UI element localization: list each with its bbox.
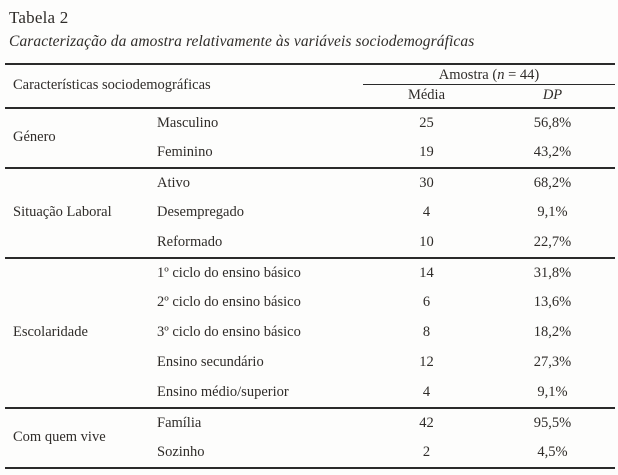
column-header-dp: DP xyxy=(490,84,615,109)
sample-table: Características sociodemográficas Amostr… xyxy=(5,63,615,469)
table-header: Características sociodemográficas Amostr… xyxy=(5,63,615,109)
category-cell: 1º ciclo do ensino básico xyxy=(157,264,301,281)
column-header-media: Média xyxy=(363,84,490,109)
media-cell: 2 xyxy=(422,443,431,460)
media-cell: 25 xyxy=(419,114,434,131)
dp-cell: 68,2% xyxy=(533,174,572,191)
column-header-amostra: Amostra (n = 44) xyxy=(363,63,615,85)
dp-cell: 9,1% xyxy=(537,383,568,400)
media-cell: 19 xyxy=(419,143,434,160)
dp-cell: 95,5% xyxy=(533,414,572,431)
category-cell: Feminino xyxy=(157,143,213,160)
media-cell: 30 xyxy=(419,174,434,191)
media-cell: 42 xyxy=(419,414,434,431)
dp-cell: 27,3% xyxy=(533,354,572,370)
header-row-top: Características sociodemográficas Amostr… xyxy=(5,63,615,109)
category-cell: Reformado xyxy=(157,233,223,250)
table-row: 2º ciclo do ensino básico 6 13,6% xyxy=(5,288,615,318)
group-label: Escolaridade xyxy=(13,324,88,340)
media-cell: 6 xyxy=(422,294,431,310)
media-cell: 8 xyxy=(422,324,431,340)
category-cell: Ativo xyxy=(157,174,191,191)
table-row: Feminino 19 43,2% xyxy=(5,138,615,168)
table-caption: Caracterização da amostra relativamente … xyxy=(9,33,475,50)
dp-cell: 18,2% xyxy=(533,324,572,340)
table-row: Ensino secundário 12 27,3% xyxy=(5,348,615,378)
category-cell: 2º ciclo do ensino básico xyxy=(157,294,301,310)
table-group: Escolaridade 1º ciclo do ensino básico 14 3… xyxy=(5,258,615,408)
category-cell: 3º ciclo do ensino básico xyxy=(157,324,301,340)
dp-cell: 22,7% xyxy=(533,233,572,250)
table-label: Tabela 2 xyxy=(9,8,69,27)
table-row: Ensino médio/superior 4 9,1% xyxy=(5,378,615,408)
table-row: Situação Laboral Ativo 30 68,2% xyxy=(5,168,615,221)
category-cell: Ensino médio/superior xyxy=(157,383,289,400)
amostra-prefix: Amostra ( xyxy=(438,67,498,83)
category-cell: Sozinho xyxy=(157,443,205,460)
dp-cell: 9,1% xyxy=(537,204,568,220)
dp-cell: 4,5% xyxy=(537,443,568,460)
table-row: Género Masculino 25 56,8% xyxy=(5,108,615,146)
dp-cell: 13,6% xyxy=(533,294,572,310)
table-row: Sozinho 2 4,5% xyxy=(5,438,615,468)
table-row: Com quem vive Família 42 95,5% xyxy=(5,408,615,446)
category-cell: Desempregado xyxy=(157,204,244,220)
media-cell: 4 xyxy=(422,204,431,220)
table-group: Situação Laboral Ativo 30 68,2% Desempregado… xyxy=(5,168,615,258)
dp-cell: 43,2% xyxy=(533,143,572,160)
media-cell: 14 xyxy=(419,264,434,281)
media-cell: 4 xyxy=(422,383,431,400)
group-label: Com quem vive xyxy=(13,429,106,445)
dp-cell: 31,8% xyxy=(533,264,572,281)
category-cell: Família xyxy=(157,414,202,431)
table-row: Escolaridade 1º ciclo do ensino básico 14 3… xyxy=(5,258,615,341)
table-row: Desempregado 4 9,1% xyxy=(5,198,615,228)
table-row: 3º ciclo do ensino básico 8 18,2% xyxy=(5,318,615,348)
amostra-suffix: = 44) xyxy=(504,67,540,83)
media-cell: 10 xyxy=(419,233,434,250)
category-cell: Ensino secundário xyxy=(157,354,264,370)
table-group: Com quem vive Família 42 95,5% Sozinho 2 4,5% xyxy=(5,408,615,468)
table-row: Reformado 10 22,7% xyxy=(5,228,615,258)
amostra-n: n xyxy=(497,67,505,83)
media-cell: 12 xyxy=(419,354,434,370)
dp-cell: 56,8% xyxy=(533,114,572,131)
group-label: Situação Laboral xyxy=(13,204,112,220)
table-group: Género Masculino 25 56,8% Feminino 19 43,2% xyxy=(5,108,615,168)
group-label: Género xyxy=(13,129,56,145)
header-row-sub: Média DP xyxy=(5,84,615,109)
category-cell: Masculino xyxy=(157,114,219,131)
column-header-characteristics: Características sociodemográficas xyxy=(5,63,363,109)
